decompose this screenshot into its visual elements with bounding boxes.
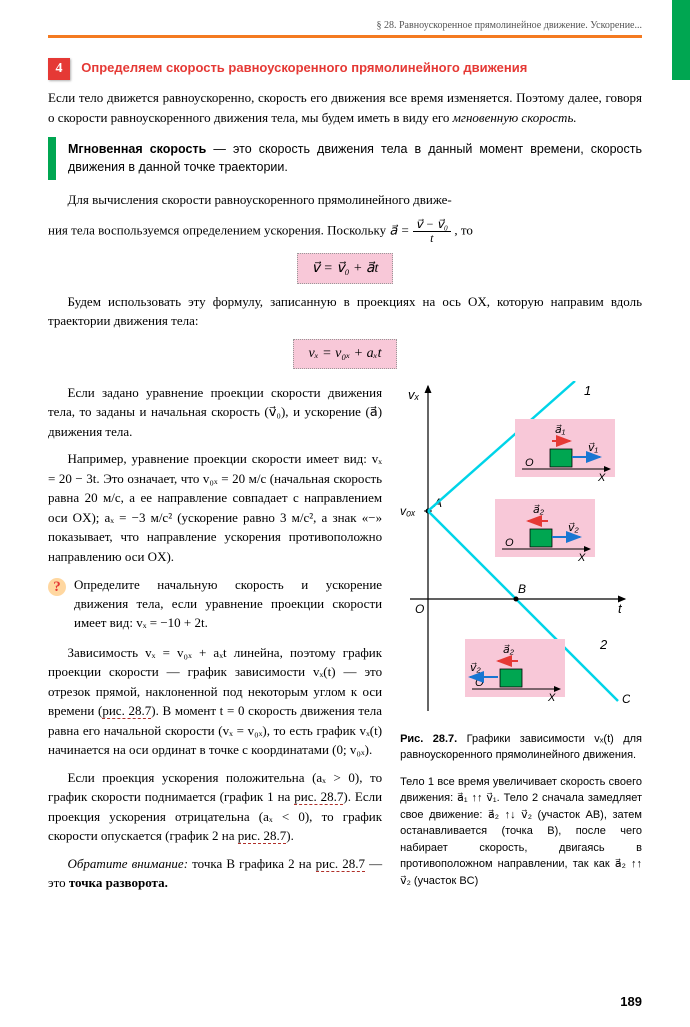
left-para-1: Если задано уравнение проекции скорости … <box>48 383 382 442</box>
left-column: Если задано уравнение проекции скорости … <box>48 381 382 901</box>
paragraph-2a: Для вычисления скорости равноускоренного… <box>48 190 642 210</box>
svg-text:2: 2 <box>599 637 608 652</box>
svg-text:1: 1 <box>584 383 591 398</box>
svg-text:C: C <box>622 692 630 706</box>
svg-text:t: t <box>618 601 623 616</box>
textbook-page: § 28. Равноускоренное прямолинейное движ… <box>0 0 690 1027</box>
svg-text:X: X <box>547 692 556 704</box>
svg-text:v⃗₁: v⃗₁ <box>588 442 599 454</box>
svg-text:O: O <box>505 537 514 549</box>
left-para-5: Обратите внимание: точка B графика 2 на … <box>48 854 382 893</box>
running-head: § 28. Равноускоренное прямолинейное движ… <box>48 20 642 38</box>
section-title: Определяем скорость равноускоренного пря… <box>81 60 527 75</box>
page-tab <box>672 0 690 80</box>
svg-text:v₀ₓ: v₀ₓ <box>400 504 416 518</box>
section-number-badge: 4 <box>48 58 70 80</box>
svg-text:O: O <box>415 602 424 616</box>
svg-text:a⃗₂: a⃗₂ <box>503 644 515 656</box>
paragraph-3: Будем использовать эту формулу, записанн… <box>48 292 642 331</box>
figure-28-7: vₓ t O v₀ₓ A 1 2 C B <box>400 381 630 721</box>
svg-text:X: X <box>577 552 586 564</box>
svg-text:B: B <box>518 582 526 596</box>
svg-text:a⃗₂: a⃗₂ <box>533 504 545 516</box>
page-number: 189 <box>620 994 642 1009</box>
svg-text:v⃗₂: v⃗₂ <box>470 662 482 674</box>
figure-description: Тело 1 все время увеличивает скорость св… <box>400 774 642 890</box>
question-block: ? Определите начальную скорость и ускоре… <box>48 576 382 633</box>
definition-term: Мгновенная скорость <box>68 142 206 156</box>
figure-label: Рис. 28.7. <box>400 733 457 745</box>
svg-text:v⃗₂: v⃗₂ <box>568 522 580 534</box>
figure-caption: Рис. 28.7. Графики зависимости vₓ(t) для… <box>400 731 642 764</box>
definition-block: Мгновенная скорость — это скорость движе… <box>48 137 642 180</box>
svg-text:a⃗₁: a⃗₁ <box>555 424 566 436</box>
section-heading: 4 Определяем скорость равноускоренного п… <box>48 58 642 80</box>
left-para-4: Если проекция ускорения положительна (aₓ… <box>48 768 382 846</box>
formula-1: v⃗ = v⃗₀ + a⃗t <box>48 253 642 284</box>
paragraph-1: Если тело движется равноускоренно, скоро… <box>48 88 642 127</box>
svg-text:O: O <box>475 677 484 689</box>
question-text: Определите начальную скорость и ускорени… <box>74 576 382 633</box>
left-para-3: Зависимость vₓ = v₀ₓ + aₓt линейна, поэт… <box>48 643 382 760</box>
question-icon: ? <box>48 578 66 596</box>
formula-2: vₓ = v₀ₓ + aₓt <box>48 339 642 369</box>
left-para-2: Например, уравнение проекции скорости им… <box>48 449 382 566</box>
right-column: vₓ t O v₀ₓ A 1 2 C B <box>400 381 642 901</box>
svg-text:O: O <box>525 457 534 469</box>
two-column: Если задано уравнение проекции скорости … <box>48 381 642 901</box>
svg-text:X: X <box>597 472 606 484</box>
svg-text:vₓ: vₓ <box>408 387 420 402</box>
paragraph-2b: ния тела воспользуемся определением уско… <box>48 218 642 245</box>
